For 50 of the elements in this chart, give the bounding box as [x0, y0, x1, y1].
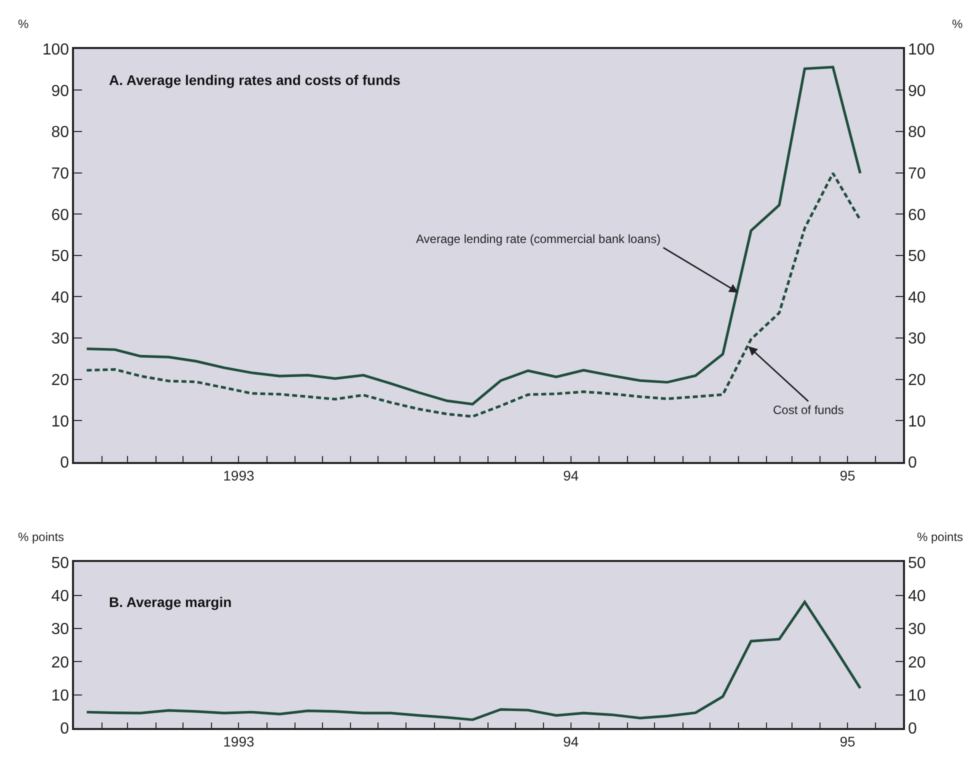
line-series — [85, 66, 862, 406]
y-tick-label: 50 — [51, 554, 70, 572]
y2-tick-label: 40 — [908, 289, 926, 306]
y-tick-label: 20 — [51, 372, 70, 389]
y2-tick-label: 70 — [908, 165, 926, 182]
y2-tick-label: 90 — [908, 82, 926, 100]
x-tick-label: 94 — [563, 734, 579, 750]
y-tick-label: 30 — [51, 330, 70, 348]
y2-tick-label: 0 — [908, 454, 917, 472]
y-tick-label: 10 — [51, 413, 70, 430]
y2-tick-label: 30 — [908, 330, 926, 348]
text: A. Average lending rates and costs of funds — [109, 72, 401, 88]
y-tick-label: 10 — [51, 687, 70, 704]
y2-tick-label: 50 — [908, 554, 926, 572]
y-tick-label: 40 — [51, 289, 70, 306]
y2-tick-label: 60 — [908, 206, 926, 224]
y2-tick-label: 0 — [908, 720, 917, 738]
y2-tick-label: 40 — [908, 588, 926, 605]
x-tick-label: 94 — [563, 468, 579, 484]
y-tick-label: 100 — [42, 42, 70, 59]
y-tick-label: 0 — [60, 720, 70, 738]
y2-tick-label: 20 — [908, 654, 926, 672]
line-series — [85, 172, 862, 418]
y-tick-label: 20 — [51, 654, 70, 672]
y2-axis-title: % — [952, 17, 963, 31]
y-axis-title: % points — [18, 530, 64, 544]
y2-tick-label: 30 — [908, 621, 926, 638]
y2-tick-label: 10 — [908, 687, 926, 704]
x-tick-label: 1993 — [223, 734, 254, 750]
y2-tick-label: 100 — [908, 42, 935, 59]
y2-tick-label: 50 — [908, 248, 926, 266]
y2-axis-title: % points — [917, 530, 964, 544]
y-tick-label: 60 — [51, 206, 70, 224]
x-tick-label: 95 — [840, 734, 856, 750]
x-tick-label: 1993 — [223, 468, 254, 484]
y2-tick-label: 20 — [908, 372, 926, 389]
y-tick-label: 40 — [51, 588, 70, 605]
y2-tick-label: 80 — [908, 124, 926, 142]
y2-tick-label: 10 — [908, 413, 926, 430]
y-tick-label: 0 — [60, 454, 70, 472]
y-tick-label: 80 — [51, 124, 70, 142]
annotation: Average lending rate (commercial bank loans) — [416, 232, 661, 246]
text: B. Average margin — [109, 594, 232, 610]
y-tick-label: 90 — [51, 82, 70, 100]
y-tick-label: 30 — [51, 621, 70, 638]
y-tick-label: 70 — [51, 165, 70, 182]
y-tick-label: 50 — [51, 248, 70, 266]
y-axis-title: % — [18, 17, 29, 31]
x-tick-label: 95 — [840, 468, 856, 484]
annotation: Cost of funds — [773, 403, 844, 417]
